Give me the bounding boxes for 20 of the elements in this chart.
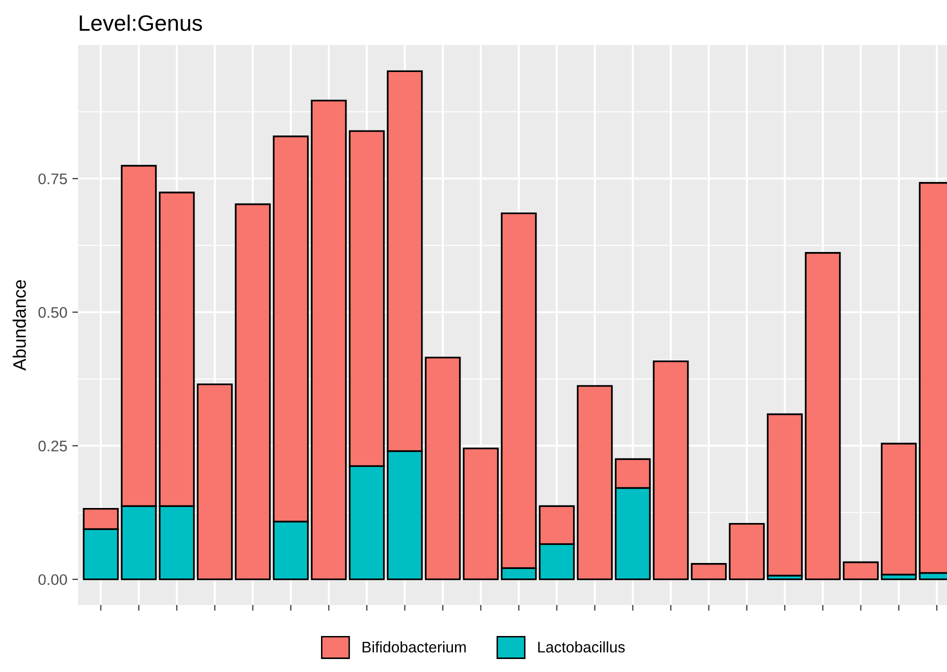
y-axis-title: Abundance [12, 280, 26, 371]
bar [462, 448, 499, 580]
bar [576, 385, 613, 580]
chart-title: Level:Genus [80, 14, 202, 31]
y-tick-label: 0.00 [38, 574, 67, 586]
bar [424, 356, 461, 580]
bar [728, 522, 765, 580]
bar [234, 203, 271, 580]
y-tick-label: 0.75 [38, 173, 67, 184]
legend-label: Lactobacillus [538, 641, 625, 653]
bar [842, 561, 879, 580]
bar [652, 360, 689, 580]
bar [766, 413, 803, 576]
bar [804, 252, 841, 580]
bar [196, 383, 233, 580]
bar [690, 563, 727, 580]
legend-label: Bifidobacterium [362, 641, 466, 653]
y-tick-label: 0.50 [38, 307, 67, 318]
bar [310, 100, 347, 580]
y-tick-label: 0.25 [38, 440, 67, 452]
